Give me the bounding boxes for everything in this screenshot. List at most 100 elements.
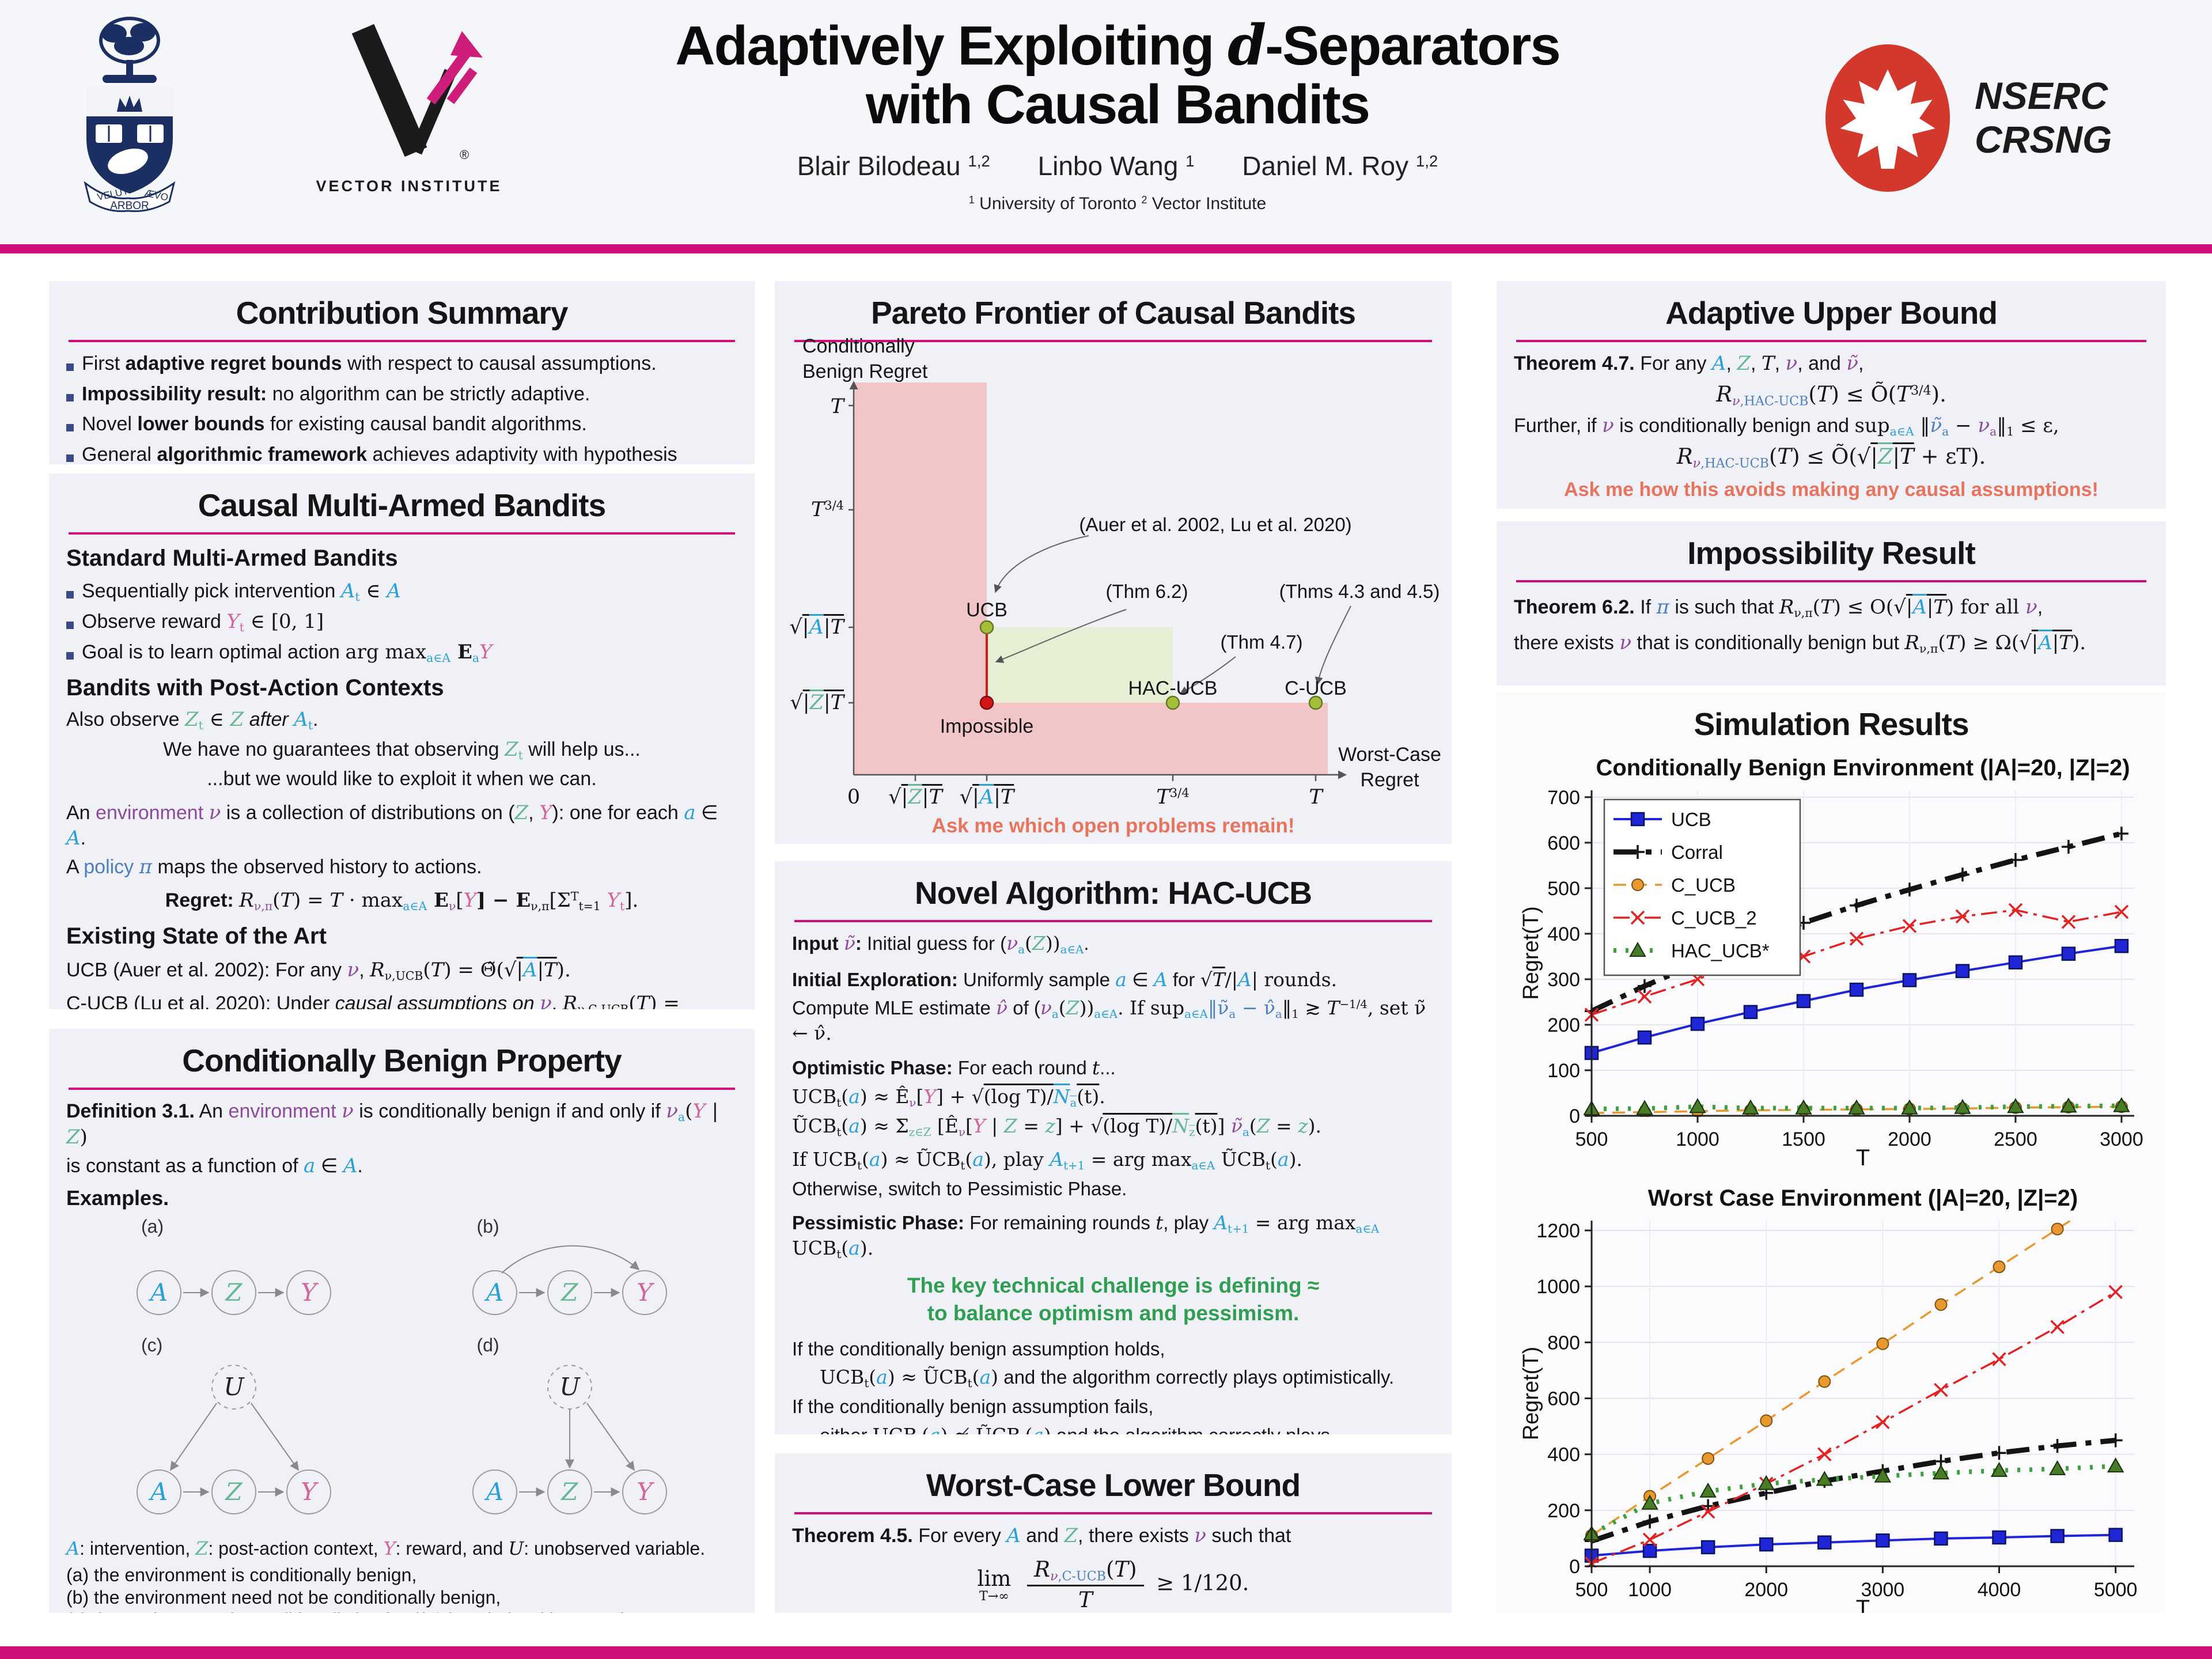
svg-text:600: 600 <box>1547 832 1580 854</box>
svg-text:T: T <box>1856 1596 1870 1613</box>
author-1: Blair Bilodeau 1,2 <box>797 150 990 181</box>
algo-ucbtilde-formula: ŨCBt(a) ≈ Σz∈Z [Êν[Y | Z = z] + √(log T)… <box>792 1114 1321 1139</box>
theorem-47-further: Further, if ν is conditionally benign an… <box>1514 414 2059 439</box>
svg-text:2000: 2000 <box>1888 1128 1931 1150</box>
causal-mab-title: Causal Multi-Armed Bandits <box>69 479 735 535</box>
theorem-47-formula2: Rν,HAC-UCB(T) ≤ Õ(√|Z|T + εT). <box>1676 444 1986 471</box>
case-c-line: (c) the environment is conditionally ben… <box>66 1609 737 1613</box>
svg-text:U: U <box>559 1373 581 1401</box>
svg-text:100: 100 <box>1547 1060 1580 1082</box>
svg-text:500: 500 <box>1575 1579 1608 1601</box>
contribution-bullet-2: Impossibility result: no algorithm can b… <box>66 382 737 407</box>
algo-pessimistic-line: Pessimistic Phase: For remaining rounds … <box>792 1211 1380 1261</box>
algo-otherwise-line: Otherwise, switch to Pessimistic Phase. <box>792 1178 1127 1200</box>
section-pareto-frontier: Pareto Frontier of Causal Bandits Condit… <box>775 281 1452 844</box>
lower-bound-title: Worst-Case Lower Bound <box>794 1459 1432 1515</box>
algo-fails-line1: If the conditionally benign assumption f… <box>792 1396 1154 1418</box>
pareto-ytick-sqrtZT: √|Z|T <box>790 691 844 714</box>
svg-text:5000: 5000 <box>2094 1579 2138 1601</box>
poster-title-block: Adaptively Exploiting d-Separators with … <box>611 16 1624 215</box>
dag-examples: (a) A Z Y (b) A Z <box>66 1215 737 1533</box>
series-markers-HAC_UCB* <box>1584 1097 2130 1116</box>
algo-holds-line2: UCBt(a) ≈ ŨCBt(a) and the algorithm corr… <box>820 1366 1395 1391</box>
section-contribution-summary: Contribution Summary First adaptive regr… <box>49 281 755 464</box>
no-guarantee-line1: We have no guarantees that observing Zt … <box>163 737 641 762</box>
svg-text:500: 500 <box>1575 1128 1608 1150</box>
dag-legend-line: A: intervention, Z: post-action context,… <box>66 1537 706 1559</box>
poster-title: Adaptively Exploiting d-Separators with … <box>611 16 1624 134</box>
standard-mab-heading: Standard Multi-Armed Bandits <box>66 546 398 571</box>
cucb-bound-line: C-UCB (Lu et al. 2020): Under causal ass… <box>66 992 680 1009</box>
svg-text:1000: 1000 <box>1536 1276 1580 1298</box>
definition-line2: is constant as a function of a ∈ A. <box>66 1154 363 1178</box>
theorem-47-line: Theorem 4.7. For any A, Z, T, ν, and ν̃, <box>1514 352 1864 376</box>
post-action-heading: Bandits with Post-Action Contexts <box>66 675 444 701</box>
svg-text:UCB: UCB <box>1671 809 1711 830</box>
dag-b-graph: A Z Y <box>472 1245 667 1315</box>
theorem-45-formula: lim T→∞ Rν,C-UCB(T) T ≥ 1/120. <box>792 1556 1434 1613</box>
pareto-label-ucb: UCB <box>966 599 1007 621</box>
contribution-title: Contribution Summary <box>69 287 735 343</box>
series-markers-C_UCB_2 <box>1584 1285 2123 1567</box>
crest-banner-text: ARBOR <box>110 200 149 212</box>
theorem-62-line2: there exists ν that is conditionally ben… <box>1514 631 2086 656</box>
svg-text:A: A <box>484 1478 503 1506</box>
policy-def-line: A policy π maps the observed history to … <box>66 855 482 879</box>
bullet-square-icon <box>66 363 74 372</box>
dag-d-graph: U A Z Y <box>472 1365 667 1515</box>
pareto-leader-thm4345 <box>1315 605 1351 685</box>
pareto-achievable-region <box>987 627 1173 703</box>
svg-text:A: A <box>148 1278 168 1306</box>
affiliations: 1 University of Toronto 2 Vector Institu… <box>968 194 1267 214</box>
svg-text:1000: 1000 <box>1676 1128 1719 1150</box>
pareto-ytick-T: T <box>830 395 844 418</box>
algo-ucb-formula: UCBt(a) ≈ Êν[Y] + √(log T)/Na(t). <box>792 1085 1105 1109</box>
mab-bullet-1: Sequentially pick intervention At ∈ A <box>66 579 737 604</box>
dag-a-graph: A Z Y <box>137 1270 332 1315</box>
algo-input-line: Input ν̃: Initial guess for (νa(Z))a∈A. <box>792 932 1089 957</box>
svg-text:Regret(T): Regret(T) <box>1519 907 1543 1001</box>
svg-text:Y: Y <box>301 1278 319 1306</box>
pareto-leader-thm47 <box>1179 656 1236 694</box>
upper-bound-title: Adaptive Upper Bound <box>1516 287 2146 343</box>
algo-optimistic-heading: Optimistic Phase: For each round t... <box>792 1056 1116 1080</box>
pareto-ask-me: Ask me which open problems remain! <box>931 815 1295 837</box>
pareto-ylabel-line2: Benign Regret <box>802 361 928 382</box>
svg-text:Conditionally Benign Environme: Conditionally Benign Environment (|A|=20… <box>1596 755 2130 781</box>
nserc-text-line2: CRSNG <box>1975 118 2112 161</box>
authors: Blair Bilodeau 1,2 Linbo Wang 1 Daniel M… <box>611 149 1624 183</box>
no-guarantee-line2: ...but we would like to exploit it when … <box>207 767 597 790</box>
poster-title-line2: with Causal Bandits <box>865 73 1370 135</box>
series-line-UCB <box>1591 1533 2116 1557</box>
case-b-line: (b) the environment need not be conditio… <box>66 1586 501 1608</box>
svg-text:Y: Y <box>637 1278 655 1306</box>
algo-fails-line2: either UCBt(a) ≉ ŨCBt(a) and the algorit… <box>820 1423 1434 1434</box>
series-markers-Corral <box>1585 1433 2123 1548</box>
uoft-crest-logo: VELUT ÆVO ARBOR <box>84 17 176 213</box>
nserc-logo: NSERC CRSNG <box>1823 35 2112 202</box>
svg-text:C_UCB: C_UCB <box>1671 874 1736 896</box>
dag-d: (d) U A Z Y <box>402 1334 738 1533</box>
svg-text:4000: 4000 <box>1978 1579 2021 1601</box>
svg-text:800: 800 <box>1547 1332 1580 1354</box>
pareto-annotation-auer: (Auer et al. 2002, Lu et al. 2020) <box>1079 514 1352 535</box>
author-3: Daniel M. Roy 1,2 <box>1242 150 1438 181</box>
contribution-bullet-4: General algorithmic framework achieves a… <box>66 442 737 464</box>
section-worst-case-lower-bound: Worst-Case Lower Bound Theorem 4.5. For … <box>775 1453 1452 1613</box>
section-causal-mab: Causal Multi-Armed Bandits Standard Mult… <box>49 474 755 1009</box>
vector-arrow-head <box>450 31 483 58</box>
svg-text:200: 200 <box>1547 1014 1580 1036</box>
crest-torse <box>103 75 157 83</box>
pareto-figure <box>849 381 1351 781</box>
svg-text:C_UCB_2: C_UCB_2 <box>1671 907 1757 929</box>
svg-text:Worst Case Environment (|A|=20: Worst Case Environment (|A|=20, |Z|=2) <box>1648 1185 2078 1211</box>
poster-title-line1: Adaptively Exploiting d-Separators <box>675 13 1560 78</box>
vector-institute-label: VECTOR INSTITUTE <box>316 177 502 195</box>
series-markers-UCB <box>1584 939 2129 1060</box>
examples-label: Examples. <box>66 1185 169 1210</box>
theorem-62-line1: Theorem 6.2. If π is such that Rν,π(T) ≤… <box>1514 596 2043 620</box>
also-observe-line: Also observe Zt ∈ Z after At. <box>66 708 319 733</box>
svg-text:1200: 1200 <box>1536 1220 1580 1242</box>
definition-line1: Definition 3.1. An environment ν is cond… <box>66 1100 719 1149</box>
algo-if-line: If UCBt(a) ≈ ŨCBt(a), play At+1 = arg ma… <box>792 1148 1302 1173</box>
